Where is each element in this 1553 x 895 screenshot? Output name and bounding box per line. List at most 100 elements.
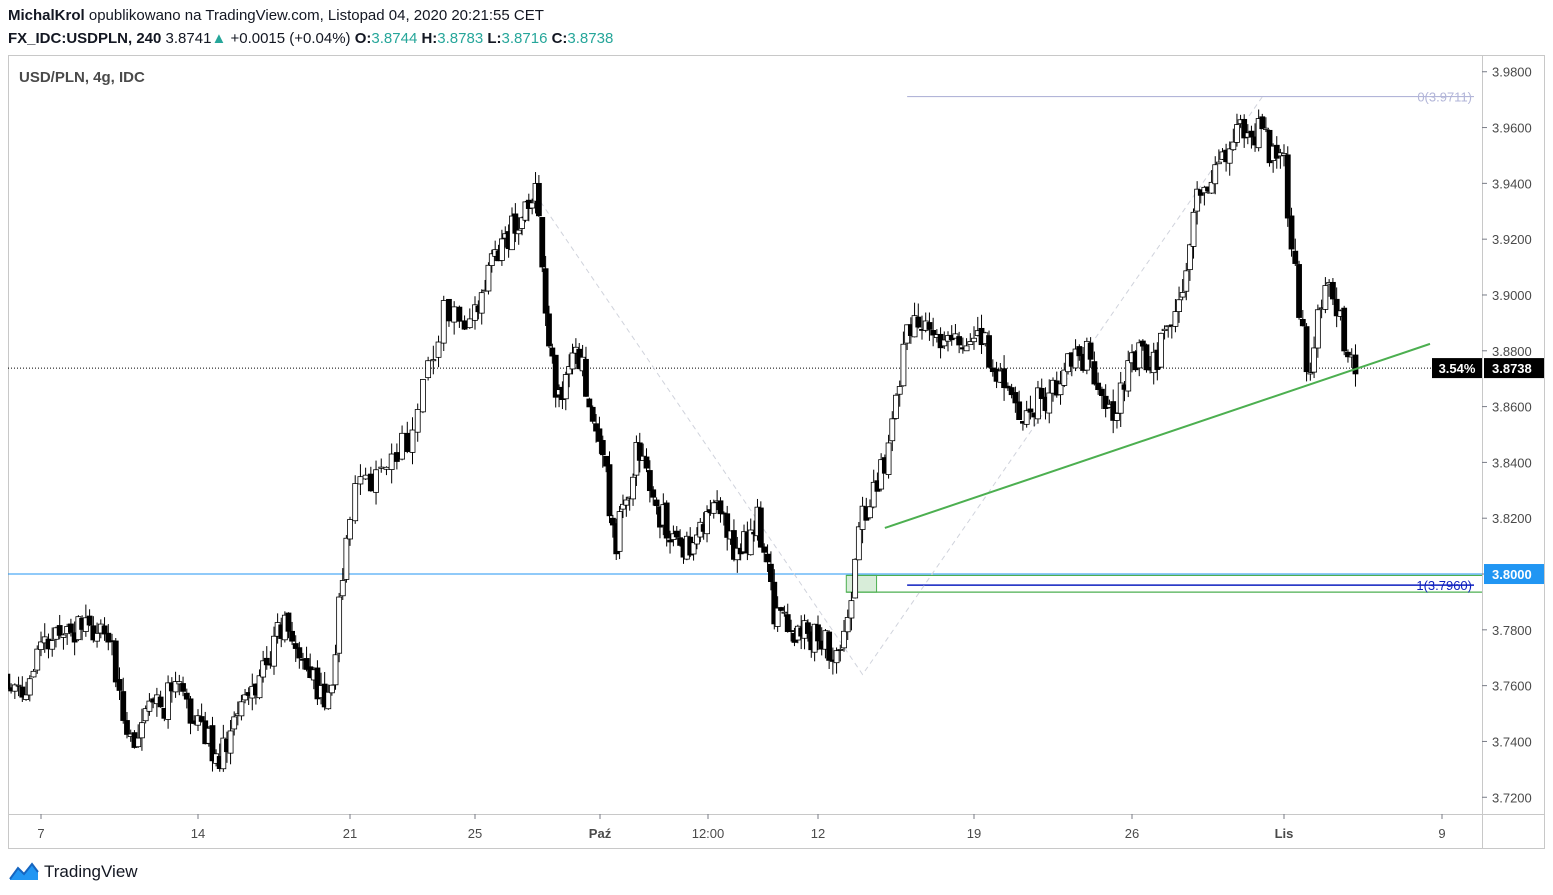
candle-body (867, 506, 873, 519)
candle-body (609, 517, 616, 526)
candle-body (461, 320, 468, 330)
candle-body (289, 630, 295, 642)
candle-body (339, 580, 346, 597)
x-tick-label: 26 (1125, 826, 1139, 841)
published-text: opublikowano na TradingView.com, Listopa… (88, 7, 544, 24)
candle-body (472, 304, 478, 321)
candle-body (1117, 382, 1124, 414)
candle-body (774, 607, 781, 627)
candle-body (1001, 368, 1007, 389)
candle-body (1102, 395, 1109, 409)
candle-body (352, 483, 359, 522)
candle-body (1027, 408, 1034, 413)
candle-body (1114, 413, 1120, 421)
candle-body (717, 500, 724, 515)
close-label: C: (551, 30, 568, 47)
candle-body (68, 623, 74, 633)
x-tick-label: 12 (811, 826, 825, 841)
y-tick-label: 3.7800 (1492, 623, 1532, 638)
candle-body (1215, 161, 1222, 165)
high-label: H: (421, 30, 438, 47)
candle-body (731, 530, 737, 560)
candle-body (86, 615, 93, 626)
candle-body (952, 333, 959, 339)
candle-body (646, 470, 653, 492)
candle-body (176, 681, 183, 685)
candle-body (485, 264, 492, 292)
candle-body (1004, 385, 1011, 389)
candle-body (1143, 344, 1150, 371)
candle-body (710, 502, 717, 514)
candle-body (1263, 127, 1269, 130)
x-tick-label: 14 (191, 826, 205, 841)
candle-body (56, 625, 63, 636)
candle-body (362, 474, 369, 480)
candle-body (256, 675, 263, 699)
candle-body (893, 394, 899, 419)
candle-body (1194, 188, 1201, 212)
candle-body (1248, 130, 1255, 138)
candle-body (986, 335, 992, 368)
price-chart[interactable]: USD/PLN, 4g, IDC 3.9800 3.9600 3.9400 3.920… (0, 55, 1545, 849)
candle-body (1161, 328, 1168, 332)
fib-level-1-label: 1(3.7960) (1416, 578, 1472, 593)
candle-body (852, 558, 859, 599)
low-label: L: (487, 30, 502, 47)
candle-body (1352, 354, 1359, 375)
candle-body (1303, 326, 1310, 373)
author-name[interactable]: MichalKrol (8, 7, 85, 24)
tradingview-logo-icon[interactable] (8, 862, 40, 882)
candle-body (180, 683, 186, 692)
candle-body (425, 360, 432, 379)
candle-body (15, 684, 22, 687)
candle-body (616, 511, 623, 552)
candle-body (542, 268, 549, 314)
candle-body (566, 366, 573, 375)
candle-body (209, 725, 216, 762)
candle-body (805, 622, 811, 634)
candle-body (673, 530, 680, 538)
candle-body (112, 640, 119, 683)
candle-body (768, 563, 774, 583)
candle-body (139, 722, 145, 739)
chart-frame[interactable]: USD/PLN, 4g, IDC 3.9800 3.9600 3.9400 3.920… (0, 55, 1545, 849)
candle-body (583, 358, 589, 397)
fib-level-0-label: 0(3.9711) (1417, 90, 1472, 105)
low-value: 3.8716 (501, 30, 548, 47)
candle-body (94, 632, 100, 642)
candle-body (926, 322, 933, 330)
candle-body (535, 182, 542, 217)
candle-body (1008, 387, 1015, 396)
candle-body (815, 624, 821, 642)
candle-body (1099, 388, 1105, 396)
candle-body (778, 607, 784, 611)
candle-body (1284, 154, 1291, 219)
candle-body (599, 440, 606, 456)
candle-body (546, 313, 552, 347)
x-tick-label: 19 (967, 826, 981, 841)
candle-body (837, 648, 844, 651)
candle-body (885, 442, 892, 475)
candle-body (325, 691, 332, 710)
last-price: 3.8741 (165, 30, 212, 47)
candle-body (1230, 141, 1237, 151)
candle-body (515, 229, 522, 235)
candle-body (677, 537, 684, 546)
y-tick-label: 3.8800 (1492, 344, 1532, 359)
candle-body (1176, 299, 1182, 313)
tradingview-brand[interactable]: TradingView (44, 862, 138, 881)
candle-body (757, 507, 764, 548)
candle-body (1023, 410, 1030, 425)
symbol[interactable]: FX_IDC:USDPLN, 240 (8, 30, 162, 47)
candle-body (971, 337, 977, 343)
candle-body (1076, 346, 1083, 357)
candle-body (388, 453, 395, 470)
candle-body (1292, 250, 1299, 264)
candle-body (663, 502, 670, 539)
candle-body (784, 614, 791, 632)
candle-body (1307, 372, 1314, 375)
y-tick-label: 3.9800 (1492, 65, 1532, 80)
candle-body (586, 398, 593, 408)
candle-body (260, 660, 267, 678)
candle-body (34, 648, 41, 671)
